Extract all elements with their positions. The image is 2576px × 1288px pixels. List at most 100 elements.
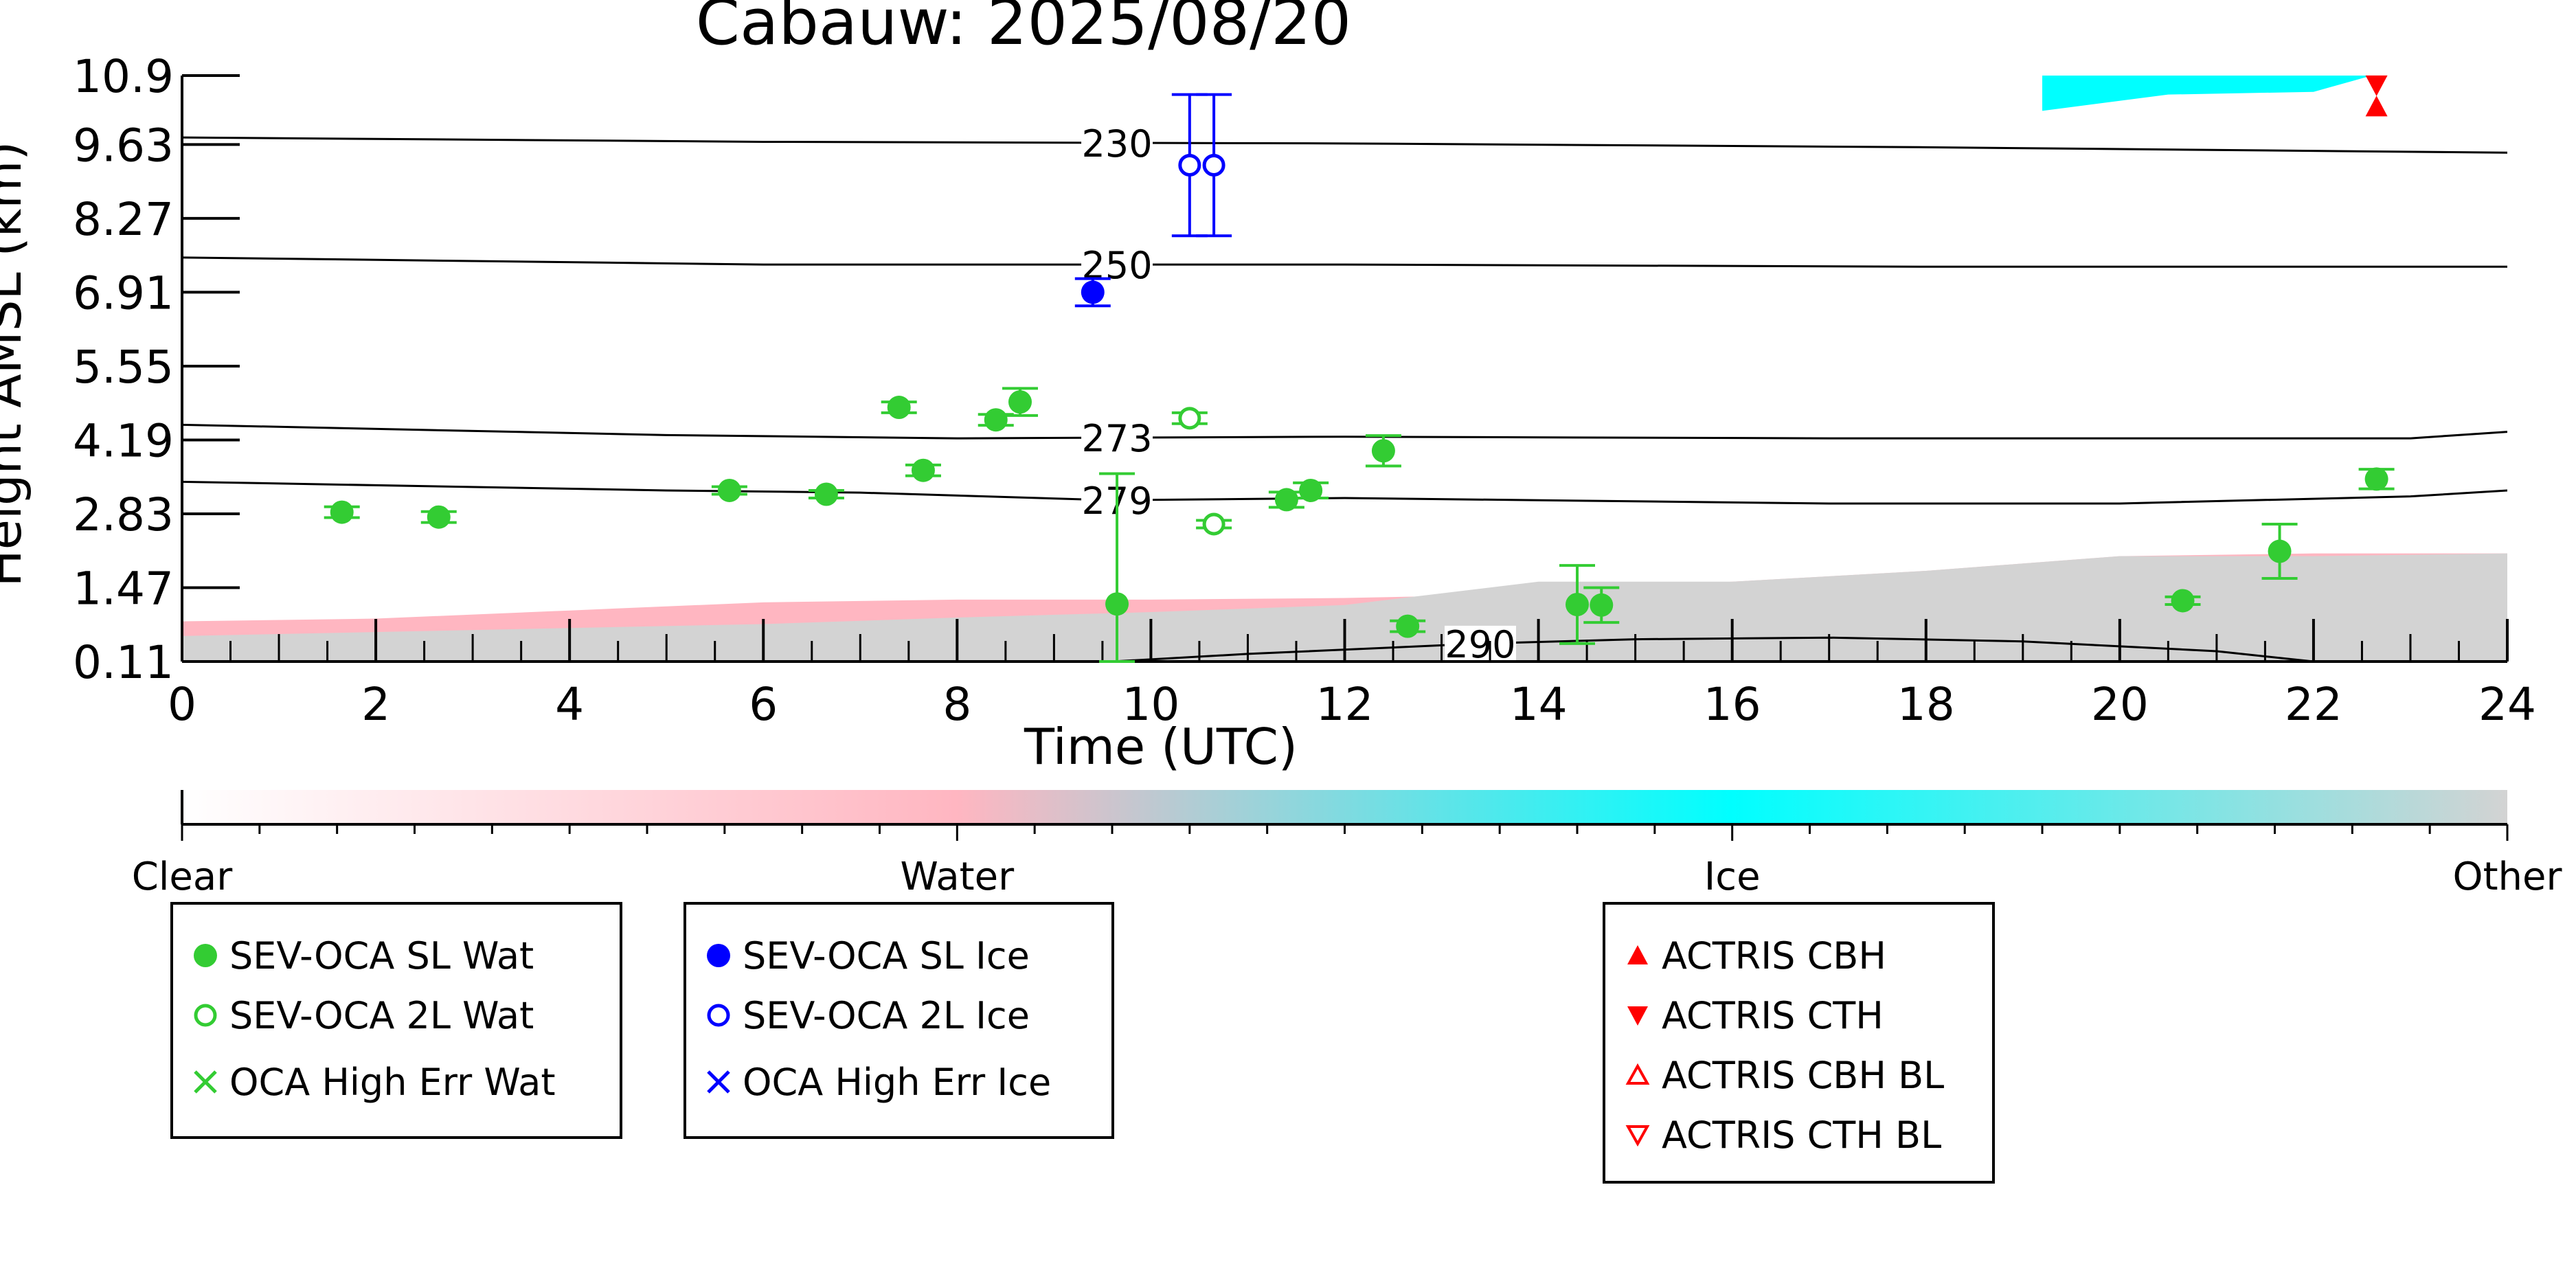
legend-item-actris-cth-bl: ACTRIS CTH BL (1623, 1113, 1942, 1157)
x-tick-label: 22 (2285, 678, 2342, 731)
legend-label: SEV-OCA 2L Ice (743, 993, 1030, 1037)
x-marker-icon (194, 1070, 217, 1094)
legend-label: ACTRIS CBH BL (1662, 1053, 1945, 1097)
filled-circle-marker-icon (194, 944, 217, 967)
point-sev-oca-sl-wat (2171, 589, 2195, 613)
legend-label: OCA High Err Ice (743, 1060, 1052, 1104)
colorbar-label: Other (2452, 855, 2562, 899)
legend-label: ACTRIS CTH BL (1662, 1113, 1942, 1157)
open-triangle-down-marker-icon (1625, 1125, 1650, 1147)
contour-line-250 (182, 256, 2507, 268)
y-tick-label: 6.91 (73, 267, 174, 319)
point-sev-oca-sl-wat (717, 478, 741, 502)
contour-label-bg (1444, 625, 1516, 662)
y-tick-label: 9.63 (73, 119, 174, 172)
point-sev-oca-sl-ice (1081, 280, 1105, 304)
point-actris-cth (2365, 75, 2388, 96)
contour-label: 273 (1082, 417, 1153, 460)
x-axis-label: Time (UTC) (1024, 718, 1298, 776)
x-tick-label: 16 (1704, 678, 1761, 731)
y-axis-label: Height AMSL (km) (0, 142, 32, 587)
contour-label-bg (1081, 124, 1153, 161)
chart-title: Cabauw: 2025/08/20 (696, 0, 1351, 59)
x-tick-label: 10 (1122, 678, 1179, 731)
x-tick-label: 2 (361, 678, 390, 731)
contour-label: 230 (1082, 122, 1153, 166)
x-tick-label: 24 (2478, 678, 2536, 731)
colorbar-label: Water (901, 855, 1015, 899)
x-tick-label: 18 (1897, 678, 1955, 731)
legend-label: OCA High Err Wat (229, 1060, 556, 1104)
classification-background (182, 76, 2507, 662)
point-sev-oca-sl-wat (1371, 439, 1395, 463)
contour-line-230 (182, 136, 2507, 154)
y-tick-label: 5.55 (73, 341, 174, 394)
ice-region (2042, 76, 2507, 111)
colorbar-label: Ice (1704, 855, 1761, 899)
legend-item-actris-cbh-bl: ACTRIS CBH BL (1623, 1053, 1945, 1097)
point-sev-oca-sl-wat (2364, 467, 2388, 491)
colorbar-gradient (182, 790, 2507, 824)
open-circle-marker-icon (194, 1004, 217, 1027)
x-tick-label: 6 (749, 678, 778, 731)
open-triangle-up-marker-icon (1625, 1063, 1650, 1085)
colorbar: Clear Water Ice Other (132, 790, 2562, 899)
legend-ice: SEV-OCA SL Ice SEV-OCA 2L Ice OCA High E… (683, 902, 1114, 1139)
point-sev-oca-sl-wat (984, 408, 1008, 432)
legend-item-actris-cth: ACTRIS CTH (1623, 993, 1884, 1037)
legend-item-sev-oca-2l-wat: SEV-OCA 2L Wat (191, 993, 534, 1037)
y-tick-label: 2.83 (73, 488, 174, 541)
legend-actris: ACTRIS CBH ACTRIS CTH ACTRIS CBH BL ACTR… (1603, 902, 1995, 1184)
point-sev-oca-sl-wat (1396, 614, 1420, 638)
legend-item-sev-oca-2l-ice: SEV-OCA 2L Ice (704, 993, 1030, 1037)
point-sev-oca-sl-wat (1299, 478, 1323, 502)
filled-circle-marker-icon (707, 944, 730, 967)
contour-label-bg (1081, 420, 1153, 456)
x-tick-label: 12 (1316, 678, 1374, 731)
contour-line-273 (182, 423, 2507, 440)
legend-label: SEV-OCA 2L Wat (229, 993, 534, 1037)
legend-label: SEV-OCA SL Wat (229, 934, 534, 978)
triangle-up-marker-icon (1627, 945, 1648, 964)
triangle-down-marker-icon (1627, 1006, 1648, 1026)
y-tick-label: 10.9 (73, 50, 174, 103)
legend-label: ACTRIS CTH (1662, 993, 1884, 1037)
point-sev-oca-sl-wat (1274, 488, 1298, 512)
legend-label: SEV-OCA SL Ice (743, 934, 1030, 978)
point-sev-oca-2l-ice (1202, 153, 1225, 177)
contour-label-bg (1081, 247, 1153, 283)
point-sev-oca-sl-wat (911, 458, 935, 482)
x-marker-icon (707, 1070, 730, 1094)
contour-line-279 (182, 480, 2507, 505)
point-sev-oca-sl-wat (1008, 390, 1032, 414)
colorbar-label: Clear (132, 855, 233, 899)
legend-label: ACTRIS CBH (1662, 934, 1886, 978)
x-tick-label: 20 (2091, 678, 2149, 731)
x-tick-label: 8 (942, 678, 971, 731)
point-sev-oca-sl-wat (814, 482, 838, 506)
point-sev-oca-sl-wat (1105, 592, 1129, 616)
point-actris-cbh (2365, 95, 2388, 117)
legend-item-oca-high-err-wat: OCA High Err Wat (191, 1060, 556, 1104)
data-points (324, 75, 2395, 663)
point-sev-oca-sl-wat (1590, 593, 1614, 617)
legend-item-sev-oca-sl-wat: SEV-OCA SL Wat (191, 934, 534, 978)
point-sev-oca-sl-wat (427, 505, 451, 529)
point-sev-oca-sl-wat (887, 396, 911, 420)
x-tick-label: 14 (1510, 678, 1568, 731)
point-sev-oca-sl-wat (330, 500, 354, 524)
x-tick-label: 4 (555, 678, 584, 731)
legend-item-oca-high-err-ice: OCA High Err Ice (704, 1060, 1052, 1104)
x-tick-label: 0 (168, 678, 196, 731)
open-circle-marker-icon (707, 1004, 730, 1027)
y-tick-label: 0.11 (73, 636, 174, 689)
point-sev-oca-2l-wat (1202, 512, 1225, 536)
y-tick-label: 1.47 (73, 562, 174, 615)
y-tick-label: 8.27 (73, 193, 174, 246)
point-sev-oca-2l-ice (1178, 153, 1201, 177)
point-sev-oca-2l-wat (1178, 407, 1201, 430)
contour-label: 290 (1445, 623, 1515, 666)
